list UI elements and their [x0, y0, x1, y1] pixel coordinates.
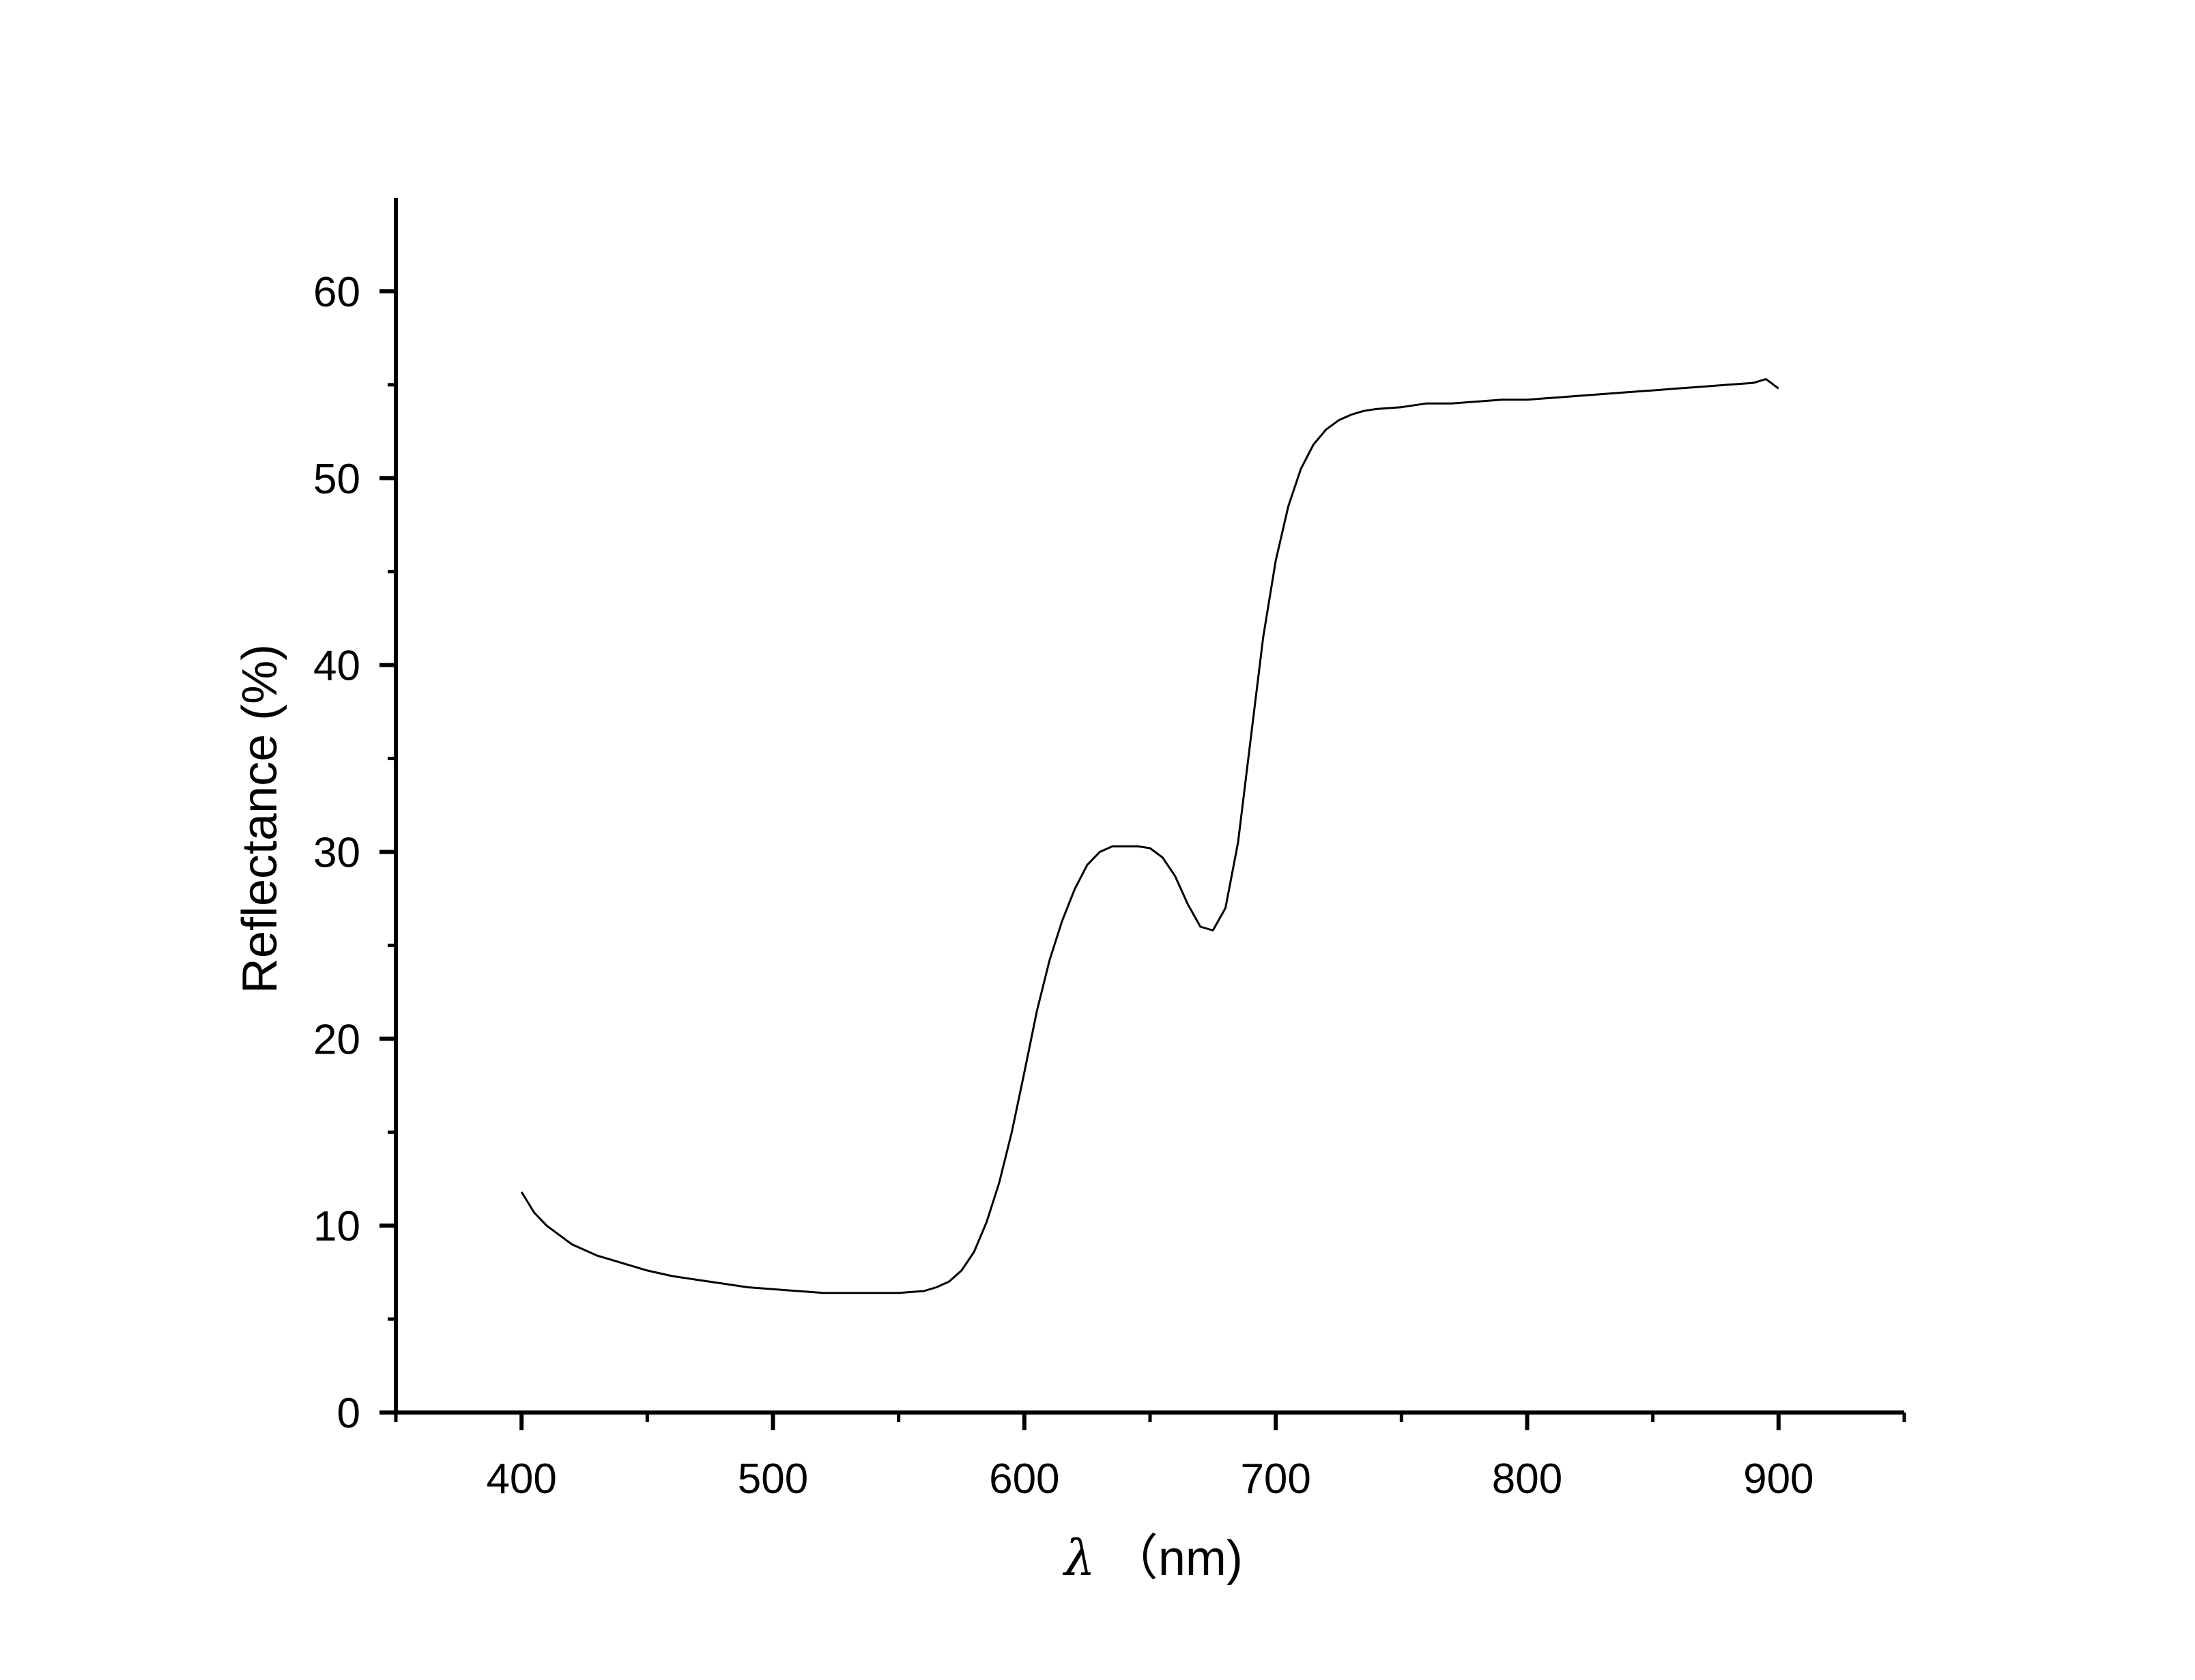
- series-group: [520, 378, 1779, 1294]
- x-axis-unit: （nm): [1095, 1531, 1243, 1586]
- x-tick-label: 500: [738, 1455, 808, 1503]
- x-axis: 400 500 600 700 800 900: [394, 1410, 1906, 1503]
- lambda-symbol: λ: [1062, 1529, 1095, 1587]
- y-tick-label: 40: [313, 643, 360, 690]
- x-tick-label: 800: [1492, 1455, 1562, 1503]
- y-tick-label: 10: [313, 1203, 360, 1250]
- y-tick-label: 20: [313, 1016, 360, 1063]
- y-axis-label: Reflectance (%): [233, 644, 287, 994]
- plot-area: 0 10 20 30 40 50 60 400 500 600 700 800 900: [313, 198, 1906, 1503]
- y-tick-label: 50: [313, 456, 360, 503]
- y-tick-label: 60: [313, 269, 360, 316]
- x-tick-label: 400: [486, 1455, 556, 1503]
- y-tick-label: 0: [337, 1390, 360, 1437]
- x-tick-label: 900: [1743, 1455, 1813, 1503]
- y-tick-label: 30: [313, 829, 360, 876]
- series-line-0: [520, 378, 1779, 1294]
- x-axis-label: λ （nm): [1062, 1529, 1243, 1587]
- x-tick-label: 600: [989, 1455, 1059, 1503]
- y-axis: 0 10 20 30 40 50 60: [313, 198, 398, 1437]
- x-tick-label: 700: [1240, 1455, 1310, 1503]
